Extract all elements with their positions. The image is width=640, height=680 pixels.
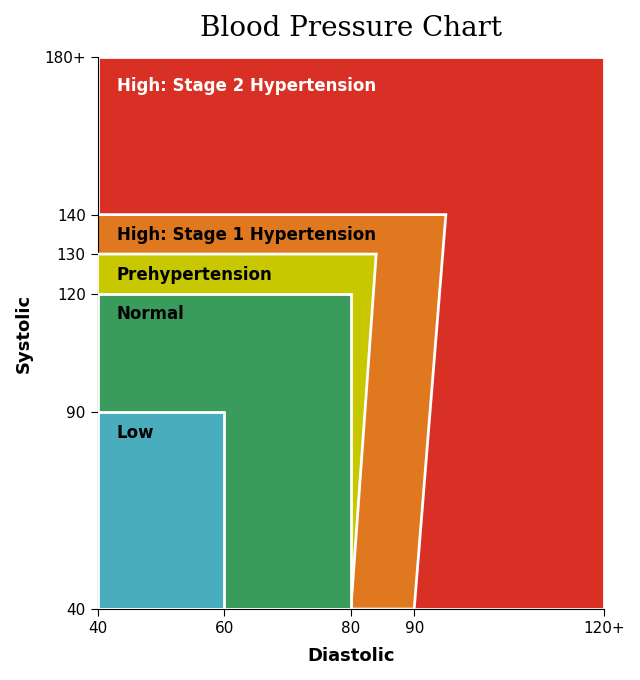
Title: Blood Pressure Chart: Blood Pressure Chart — [200, 15, 502, 42]
Text: Prehypertension: Prehypertension — [116, 266, 272, 284]
Text: Normal: Normal — [116, 305, 184, 324]
Polygon shape — [97, 412, 224, 609]
Polygon shape — [97, 254, 376, 609]
Y-axis label: Systolic: Systolic — [15, 293, 33, 373]
Polygon shape — [97, 215, 446, 609]
Polygon shape — [97, 294, 351, 609]
Polygon shape — [97, 57, 604, 609]
X-axis label: Diastolic: Diastolic — [307, 647, 395, 665]
Text: Low: Low — [116, 424, 154, 442]
Text: High: Stage 2 Hypertension: High: Stage 2 Hypertension — [116, 77, 376, 95]
Text: High: Stage 1 Hypertension: High: Stage 1 Hypertension — [116, 226, 376, 244]
